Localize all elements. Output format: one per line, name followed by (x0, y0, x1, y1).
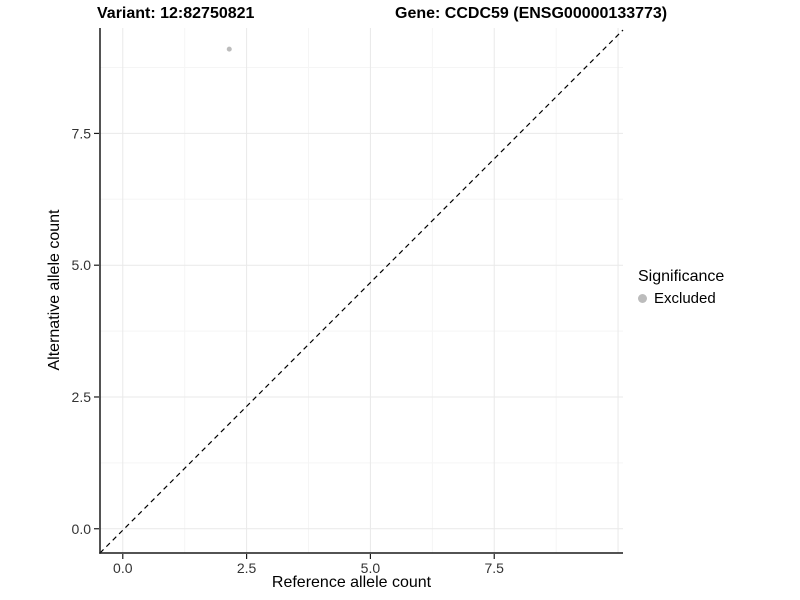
variant-title: Variant: 12:82750821 (97, 5, 255, 22)
legend-dot-icon (638, 294, 647, 303)
svg-text:0.0: 0.0 (72, 521, 92, 537)
legend-entry-excluded: Excluded (638, 290, 724, 307)
svg-text:7.5: 7.5 (72, 125, 92, 141)
svg-text:0.0: 0.0 (113, 560, 133, 576)
svg-text:7.5: 7.5 (484, 560, 504, 576)
gene-title: Gene: CCDC59 (ENSG00000133773) (395, 5, 668, 22)
x-axis-title: Reference allele count (271, 574, 432, 591)
legend-title: Significance (638, 268, 725, 285)
svg-text:2.5: 2.5 (72, 389, 92, 405)
y-axis-title: Alternative allele count (46, 209, 63, 371)
svg-text:5.0: 5.0 (361, 560, 381, 576)
legend-entry-label: Excluded (654, 290, 716, 307)
legend: Significance Excluded (638, 268, 724, 307)
svg-text:2.5: 2.5 (237, 560, 257, 576)
svg-text:5.0: 5.0 (72, 257, 92, 273)
